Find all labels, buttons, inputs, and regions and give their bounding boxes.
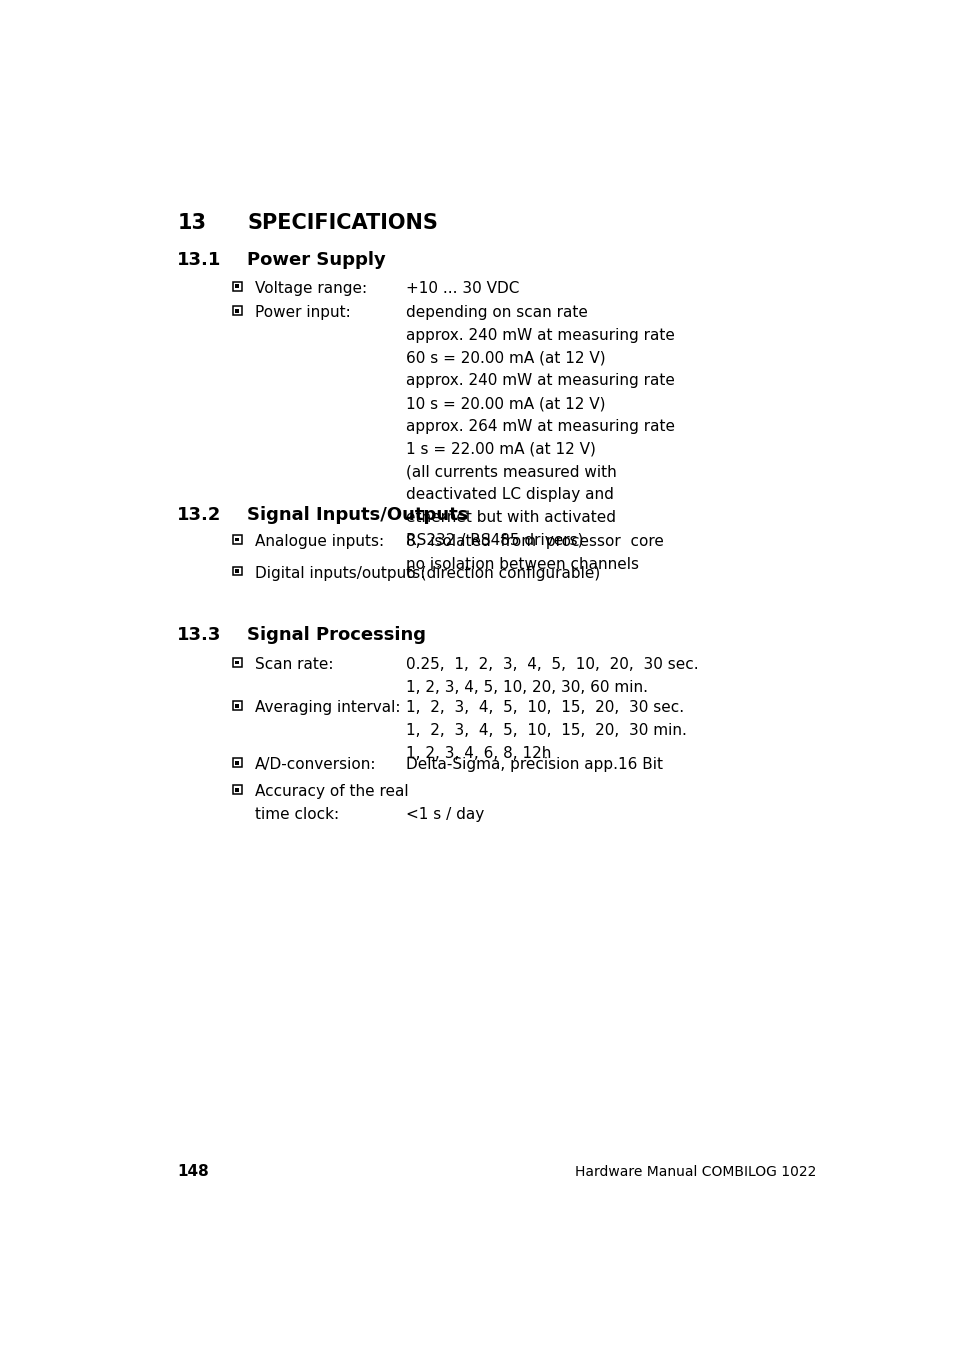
Text: approx. 264 mW at measuring rate: approx. 264 mW at measuring rate xyxy=(406,419,675,434)
Text: Power input:: Power input: xyxy=(254,305,351,320)
Text: 10 s = 20.00 mA (at 12 V): 10 s = 20.00 mA (at 12 V) xyxy=(406,396,605,411)
Bar xyxy=(233,758,241,767)
Text: 8,  isolated  from  processor  core: 8, isolated from processor core xyxy=(406,534,663,549)
Text: 148: 148 xyxy=(177,1165,209,1179)
Text: no isolation between channels: no isolation between channels xyxy=(406,557,639,571)
Bar xyxy=(233,307,241,315)
Bar xyxy=(235,761,238,765)
Bar xyxy=(235,661,238,665)
Text: Analogue inputs:: Analogue inputs: xyxy=(254,534,384,549)
Text: approx. 240 mW at measuring rate: approx. 240 mW at measuring rate xyxy=(406,373,674,389)
Text: RS232 / RS485 drivers): RS232 / RS485 drivers) xyxy=(406,532,583,547)
Text: Delta-Sigma, precision app.16 Bit: Delta-Sigma, precision app.16 Bit xyxy=(406,758,662,773)
Bar xyxy=(233,785,241,794)
Text: Power Supply: Power Supply xyxy=(247,251,385,269)
Text: SPECIFICATIONS: SPECIFICATIONS xyxy=(247,213,437,232)
Text: 1,  2,  3,  4,  5,  10,  15,  20,  30 min.: 1, 2, 3, 4, 5, 10, 15, 20, 30 min. xyxy=(406,723,686,738)
Text: time clock:: time clock: xyxy=(254,807,338,821)
Text: 60 s = 20.00 mA (at 12 V): 60 s = 20.00 mA (at 12 V) xyxy=(406,351,605,366)
Text: ethernet but with activated: ethernet but with activated xyxy=(406,509,616,524)
Bar xyxy=(233,658,241,667)
Text: approx. 240 mW at measuring rate: approx. 240 mW at measuring rate xyxy=(406,328,674,343)
Bar xyxy=(235,538,238,542)
Text: 13.1: 13.1 xyxy=(177,251,221,269)
Bar xyxy=(233,566,241,576)
Text: Digital inputs/outputs:: Digital inputs/outputs: xyxy=(254,566,425,581)
Text: +10 ... 30 VDC: +10 ... 30 VDC xyxy=(406,281,518,296)
Text: 6 (direction configurable): 6 (direction configurable) xyxy=(406,566,599,581)
Bar xyxy=(233,281,241,290)
Text: Signal Inputs/Outputs: Signal Inputs/Outputs xyxy=(247,505,468,524)
Text: 1,  2,  3,  4,  5,  10,  15,  20,  30 sec.: 1, 2, 3, 4, 5, 10, 15, 20, 30 sec. xyxy=(406,700,683,715)
Text: Signal Processing: Signal Processing xyxy=(247,627,426,644)
Bar xyxy=(235,309,238,312)
Text: Accuracy of the real: Accuracy of the real xyxy=(254,785,408,800)
Bar xyxy=(235,284,238,288)
Text: deactivated LC display and: deactivated LC display and xyxy=(406,488,613,503)
Text: (all currents measured with: (all currents measured with xyxy=(406,465,616,480)
Text: depending on scan rate: depending on scan rate xyxy=(406,305,587,320)
Text: 1 s = 22.00 mA (at 12 V): 1 s = 22.00 mA (at 12 V) xyxy=(406,442,596,457)
Bar xyxy=(235,788,238,792)
Text: Scan rate:: Scan rate: xyxy=(254,657,333,673)
Text: 13: 13 xyxy=(177,213,206,232)
Text: <1 s / day: <1 s / day xyxy=(406,807,484,821)
Text: Averaging interval:: Averaging interval: xyxy=(254,700,400,715)
Text: Hardware Manual COMBILOG 1022: Hardware Manual COMBILOG 1022 xyxy=(574,1166,815,1179)
Bar xyxy=(233,701,241,711)
Text: 1, 2, 3, 4, 6, 8, 12h: 1, 2, 3, 4, 6, 8, 12h xyxy=(406,746,551,761)
Text: 1, 2, 3, 4, 5, 10, 20, 30, 60 min.: 1, 2, 3, 4, 5, 10, 20, 30, 60 min. xyxy=(406,680,647,694)
Text: Voltage range:: Voltage range: xyxy=(254,281,367,296)
Text: 0.25,  1,  2,  3,  4,  5,  10,  20,  30 sec.: 0.25, 1, 2, 3, 4, 5, 10, 20, 30 sec. xyxy=(406,657,698,673)
Text: 13.3: 13.3 xyxy=(177,627,221,644)
Bar xyxy=(233,535,241,544)
Text: A/D-conversion:: A/D-conversion: xyxy=(254,758,376,773)
Text: 13.2: 13.2 xyxy=(177,505,221,524)
Bar xyxy=(235,569,238,573)
Bar xyxy=(235,704,238,708)
